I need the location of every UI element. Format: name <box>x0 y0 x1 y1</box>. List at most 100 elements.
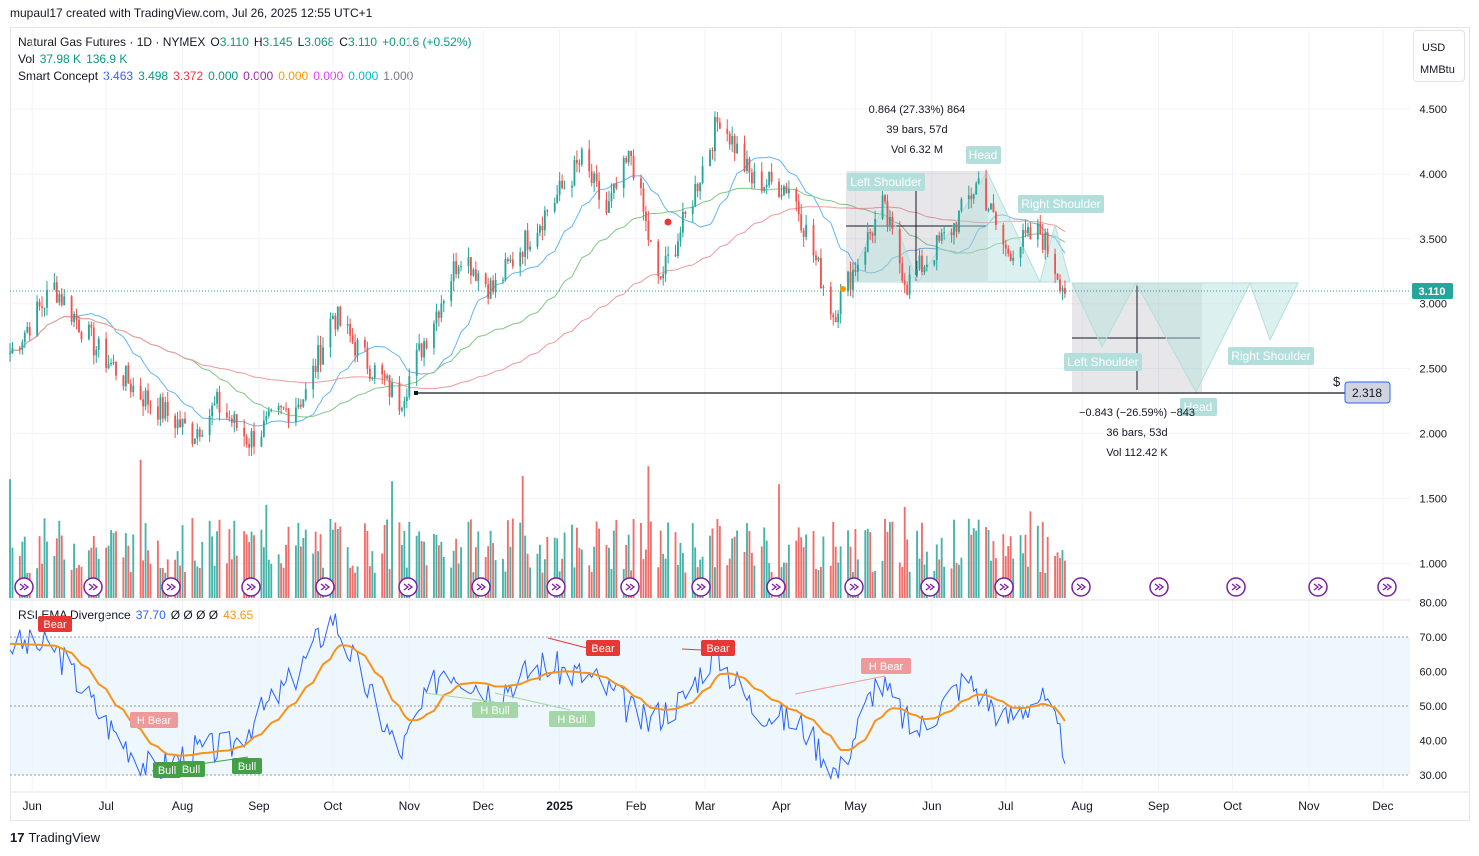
volume-bar <box>610 568 613 598</box>
volume-bar <box>593 546 596 598</box>
candle-body <box>563 187 566 189</box>
volume-bar <box>575 527 578 598</box>
candle-body <box>543 210 546 231</box>
volume-bar <box>216 531 218 598</box>
candle-body <box>294 407 297 422</box>
volume-bar <box>1059 558 1061 598</box>
volume-bar <box>819 567 822 598</box>
price-tick-label: 2.000 <box>1419 429 1447 441</box>
candle-body <box>90 324 93 328</box>
rsi-pane <box>9 613 1410 781</box>
price-axis: 4.500 4.000 3.500 3.000 2.500 2.000 1.500 1.000 <box>1419 104 1447 570</box>
measure-down-line3: Vol 112.42 K <box>1106 447 1168 459</box>
candle-body <box>529 246 531 250</box>
volume-bar <box>455 538 458 598</box>
volume-bar <box>748 531 751 598</box>
time-tick-label: Dec <box>1372 799 1393 813</box>
volume-bar <box>107 545 110 598</box>
volume-bar <box>97 558 100 598</box>
volume-bar <box>889 522 891 598</box>
volume-bar <box>294 545 297 598</box>
candle-body <box>657 241 660 277</box>
candle-body <box>502 279 504 281</box>
volume-bar <box>440 541 443 598</box>
candle-body <box>743 143 746 171</box>
measure-down-line2: 36 bars, 53d <box>1106 427 1167 439</box>
sc-value: 0.000 <box>243 69 274 83</box>
volume-bar <box>304 529 307 598</box>
candle-body <box>487 284 490 299</box>
candle-body <box>852 269 854 290</box>
volume-bar <box>649 521 652 598</box>
volume-bar <box>388 569 391 598</box>
candle-body <box>1041 233 1044 250</box>
candle-body <box>923 266 926 273</box>
time-tick-label: Oct <box>1223 799 1242 813</box>
symbol-legend[interactable]: Natural Gas Futures · 1D · NYMEX O3.110 H3… <box>18 35 477 49</box>
volume-legend[interactable]: Vol 37.98 K 136.9 K <box>18 52 132 66</box>
volume-bar <box>667 522 670 598</box>
candle-body <box>494 280 497 293</box>
candle-body <box>509 259 512 262</box>
candle-body <box>598 181 601 200</box>
candle-body <box>147 390 149 405</box>
volume-bar <box>590 571 593 598</box>
rsi-ema-line <box>10 642 1066 757</box>
volume-bar <box>262 547 265 598</box>
volume-bar <box>122 557 125 598</box>
signal-arrow-icon <box>620 577 640 597</box>
candle-body <box>46 289 48 308</box>
candle-body <box>11 347 14 354</box>
candle-body <box>556 194 559 203</box>
candle-body <box>228 417 231 419</box>
svg-text:Bear: Bear <box>43 619 67 631</box>
time-tick-label: 2025 <box>546 799 573 813</box>
signal-arrow-icon <box>1071 577 1091 597</box>
volume-bar <box>75 568 78 598</box>
signal-arrow-icon <box>241 577 261 597</box>
volume-bar <box>797 527 800 598</box>
signal-arrow-icon <box>1308 577 1328 597</box>
dollar-label: $ <box>1333 374 1341 389</box>
time-tick-label: Jun <box>922 799 941 813</box>
time-tick-label: Mar <box>695 799 716 813</box>
candle-body <box>817 257 820 261</box>
volume-bar <box>972 528 975 598</box>
volume-bar <box>319 534 322 598</box>
volume-bar <box>526 553 529 598</box>
candle-body <box>541 225 544 231</box>
smart-concept-legend[interactable]: Smart Concept 3.463 3.498 3.372 0.000 0.000 0.… <box>18 69 418 83</box>
volume-bar <box>265 504 268 598</box>
candle-body <box>1019 246 1022 258</box>
volume-bar <box>1007 546 1010 598</box>
candle-body <box>442 301 445 304</box>
candle-body <box>386 375 389 379</box>
volume-bar <box>815 568 817 598</box>
volume-bar <box>477 531 480 598</box>
candle-body <box>184 418 186 424</box>
volume-bar <box>211 536 214 598</box>
volume-bar <box>916 530 918 598</box>
volume-bar <box>124 533 127 598</box>
volume-bar <box>571 524 573 598</box>
volume-bar <box>484 557 487 598</box>
chart-frame <box>10 27 1470 821</box>
volume-bar <box>193 560 196 598</box>
volume-bar <box>381 553 384 598</box>
candle-body <box>630 150 633 157</box>
volume-bar <box>1002 534 1005 598</box>
proj-right-shoulder <box>1249 282 1299 342</box>
candle-body <box>1044 232 1047 250</box>
volume-bar <box>329 518 332 598</box>
currency-unit-button[interactable]: USD MMBtu <box>1413 30 1465 82</box>
candle-body <box>906 284 909 295</box>
rsi-ema-value: 43.65 <box>223 608 254 622</box>
candle-body <box>832 314 835 318</box>
volume-bar <box>543 559 546 598</box>
volume-bar <box>218 519 221 598</box>
volume-bar <box>539 544 541 598</box>
volume-bar <box>1046 536 1049 598</box>
candle-body <box>191 423 194 444</box>
tradingview-footer[interactable]: 17 TradingView <box>10 830 100 845</box>
